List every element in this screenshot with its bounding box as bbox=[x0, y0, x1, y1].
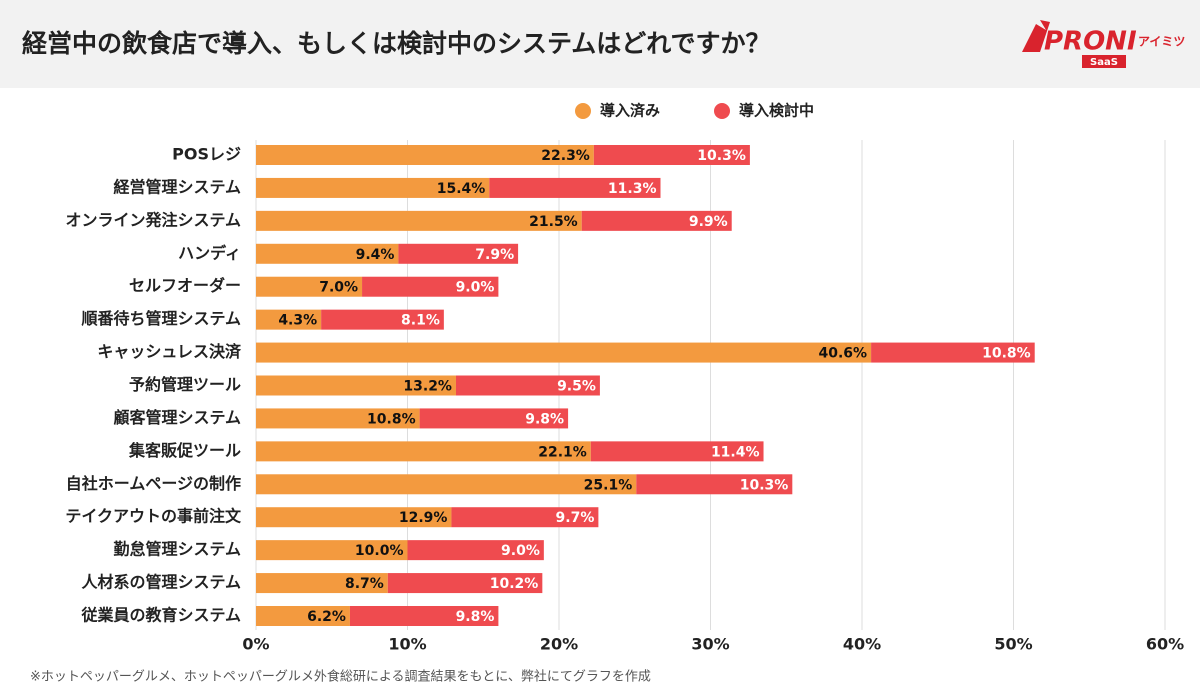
bar-segment bbox=[349, 606, 499, 626]
footnote: ※ホットペッパーグルメ、ホットペッパーグルメ外食総研による調査結果をもとに、弊社… bbox=[30, 669, 651, 685]
value-label: 9.0% bbox=[501, 543, 540, 559]
x-tick-label: 40% bbox=[843, 635, 881, 654]
value-label: 10.8% bbox=[367, 411, 416, 427]
value-label: 11.3% bbox=[608, 181, 657, 197]
value-label: 8.1% bbox=[401, 313, 440, 329]
y-tick-label: オンライン発注システム bbox=[65, 210, 241, 229]
legend-label: 導入検討中 bbox=[739, 102, 814, 120]
bar-segment bbox=[256, 474, 637, 495]
bar-segment bbox=[256, 276, 363, 297]
bar-segment bbox=[256, 573, 388, 594]
y-tick-label: 人材系の管理システム bbox=[81, 573, 241, 592]
logo-tag: SaaS bbox=[1090, 57, 1118, 68]
logo: PRONI アイミツ SaaS bbox=[1022, 20, 1185, 68]
legend-label: 導入済み bbox=[600, 102, 660, 120]
chart-title: 経営中の飲食店で導入、もしくは検討中のシステムはどれですか？ bbox=[22, 29, 771, 58]
value-label: 13.2% bbox=[403, 379, 452, 395]
value-label: 25.1% bbox=[584, 477, 633, 493]
y-tick-label: 従業員の教育システム bbox=[80, 606, 241, 625]
y-tick-label: 勤怠管理システム bbox=[113, 540, 241, 559]
bar-segment bbox=[256, 177, 490, 198]
y-tick-label: 集客販促ツール bbox=[128, 441, 241, 460]
value-label: 8.7% bbox=[345, 576, 384, 592]
bar-segment bbox=[256, 507, 452, 528]
value-label: 7.9% bbox=[475, 247, 514, 263]
bar-segment bbox=[362, 276, 499, 297]
bar-segment bbox=[387, 573, 543, 594]
bar-segment bbox=[256, 441, 591, 462]
y-tick-label: 順番待ち管理システム bbox=[80, 309, 241, 328]
x-tick-label: 50% bbox=[994, 635, 1032, 654]
value-label: 6.2% bbox=[307, 609, 346, 625]
bar-segment bbox=[256, 145, 594, 165]
bar-segment bbox=[256, 342, 872, 363]
value-label: 4.3% bbox=[278, 313, 317, 329]
value-label: 10.3% bbox=[740, 477, 789, 493]
value-label: 9.8% bbox=[456, 609, 495, 625]
bar-segment bbox=[398, 243, 519, 264]
value-label: 11.4% bbox=[711, 444, 760, 460]
bar-segment bbox=[256, 309, 322, 330]
value-label: 9.7% bbox=[556, 510, 595, 526]
value-label: 7.0% bbox=[319, 280, 358, 296]
bar-segment bbox=[256, 540, 408, 561]
bar-segment bbox=[256, 243, 399, 264]
value-label: 10.2% bbox=[490, 576, 539, 592]
value-label: 10.0% bbox=[355, 543, 404, 559]
header-band bbox=[0, 0, 1200, 88]
bar-segment bbox=[636, 474, 793, 495]
value-label: 10.3% bbox=[697, 148, 746, 164]
value-label: 9.9% bbox=[689, 214, 728, 230]
y-tick-label: 顧客管理システム bbox=[113, 408, 241, 427]
bar-segment bbox=[871, 342, 1035, 363]
x-tick-label: 10% bbox=[388, 635, 426, 654]
bar-segment bbox=[451, 507, 599, 528]
bar-segment bbox=[256, 408, 420, 429]
value-label: 9.0% bbox=[456, 280, 495, 296]
y-tick-label: キャッシュレス決済 bbox=[97, 342, 242, 361]
bar-segment bbox=[256, 210, 582, 231]
x-tick-label: 0% bbox=[242, 635, 269, 654]
y-tick-label: ハンディ bbox=[178, 243, 241, 262]
bar-segment bbox=[321, 309, 444, 330]
y-tick-label: 経営管理システム bbox=[113, 177, 241, 196]
bar-segment bbox=[256, 375, 456, 396]
logo-sub: アイミツ bbox=[1138, 35, 1185, 49]
y-tick-label: テイクアウトの事前注文 bbox=[65, 507, 242, 526]
y-tick-label: 自社ホームページの制作 bbox=[66, 474, 241, 493]
legend-swatch bbox=[714, 103, 730, 119]
bar-segment bbox=[590, 441, 764, 462]
value-label: 9.8% bbox=[525, 411, 564, 427]
value-label: 9.4% bbox=[356, 247, 395, 263]
bar-segment bbox=[256, 606, 350, 626]
legend-swatch bbox=[575, 103, 591, 119]
logo-mark bbox=[1022, 20, 1050, 52]
value-label: 15.4% bbox=[437, 181, 486, 197]
value-label: 9.5% bbox=[557, 379, 596, 395]
value-label: 12.9% bbox=[399, 510, 448, 526]
bar-segment bbox=[419, 408, 569, 429]
x-tick-label: 60% bbox=[1146, 635, 1184, 654]
value-label: 21.5% bbox=[529, 214, 578, 230]
y-tick-label: 予約管理ツール bbox=[129, 375, 241, 394]
bar-segment bbox=[455, 375, 600, 396]
y-tick-label: POSレジ bbox=[172, 145, 241, 164]
value-label: 10.8% bbox=[982, 346, 1031, 362]
x-tick-label: 30% bbox=[691, 635, 729, 654]
y-tick-label: セルフオーダー bbox=[129, 276, 241, 295]
value-label: 22.3% bbox=[541, 148, 590, 164]
bar-segment bbox=[581, 210, 732, 231]
x-tick-label: 20% bbox=[540, 635, 578, 654]
bar-segment bbox=[489, 177, 661, 198]
value-label: 22.1% bbox=[538, 444, 587, 460]
logo-tag-bg bbox=[1082, 55, 1126, 68]
bar-segment bbox=[593, 145, 750, 165]
bar-segment bbox=[407, 540, 544, 561]
value-label: 40.6% bbox=[819, 346, 868, 362]
logo-name: PRONI bbox=[1044, 27, 1137, 57]
